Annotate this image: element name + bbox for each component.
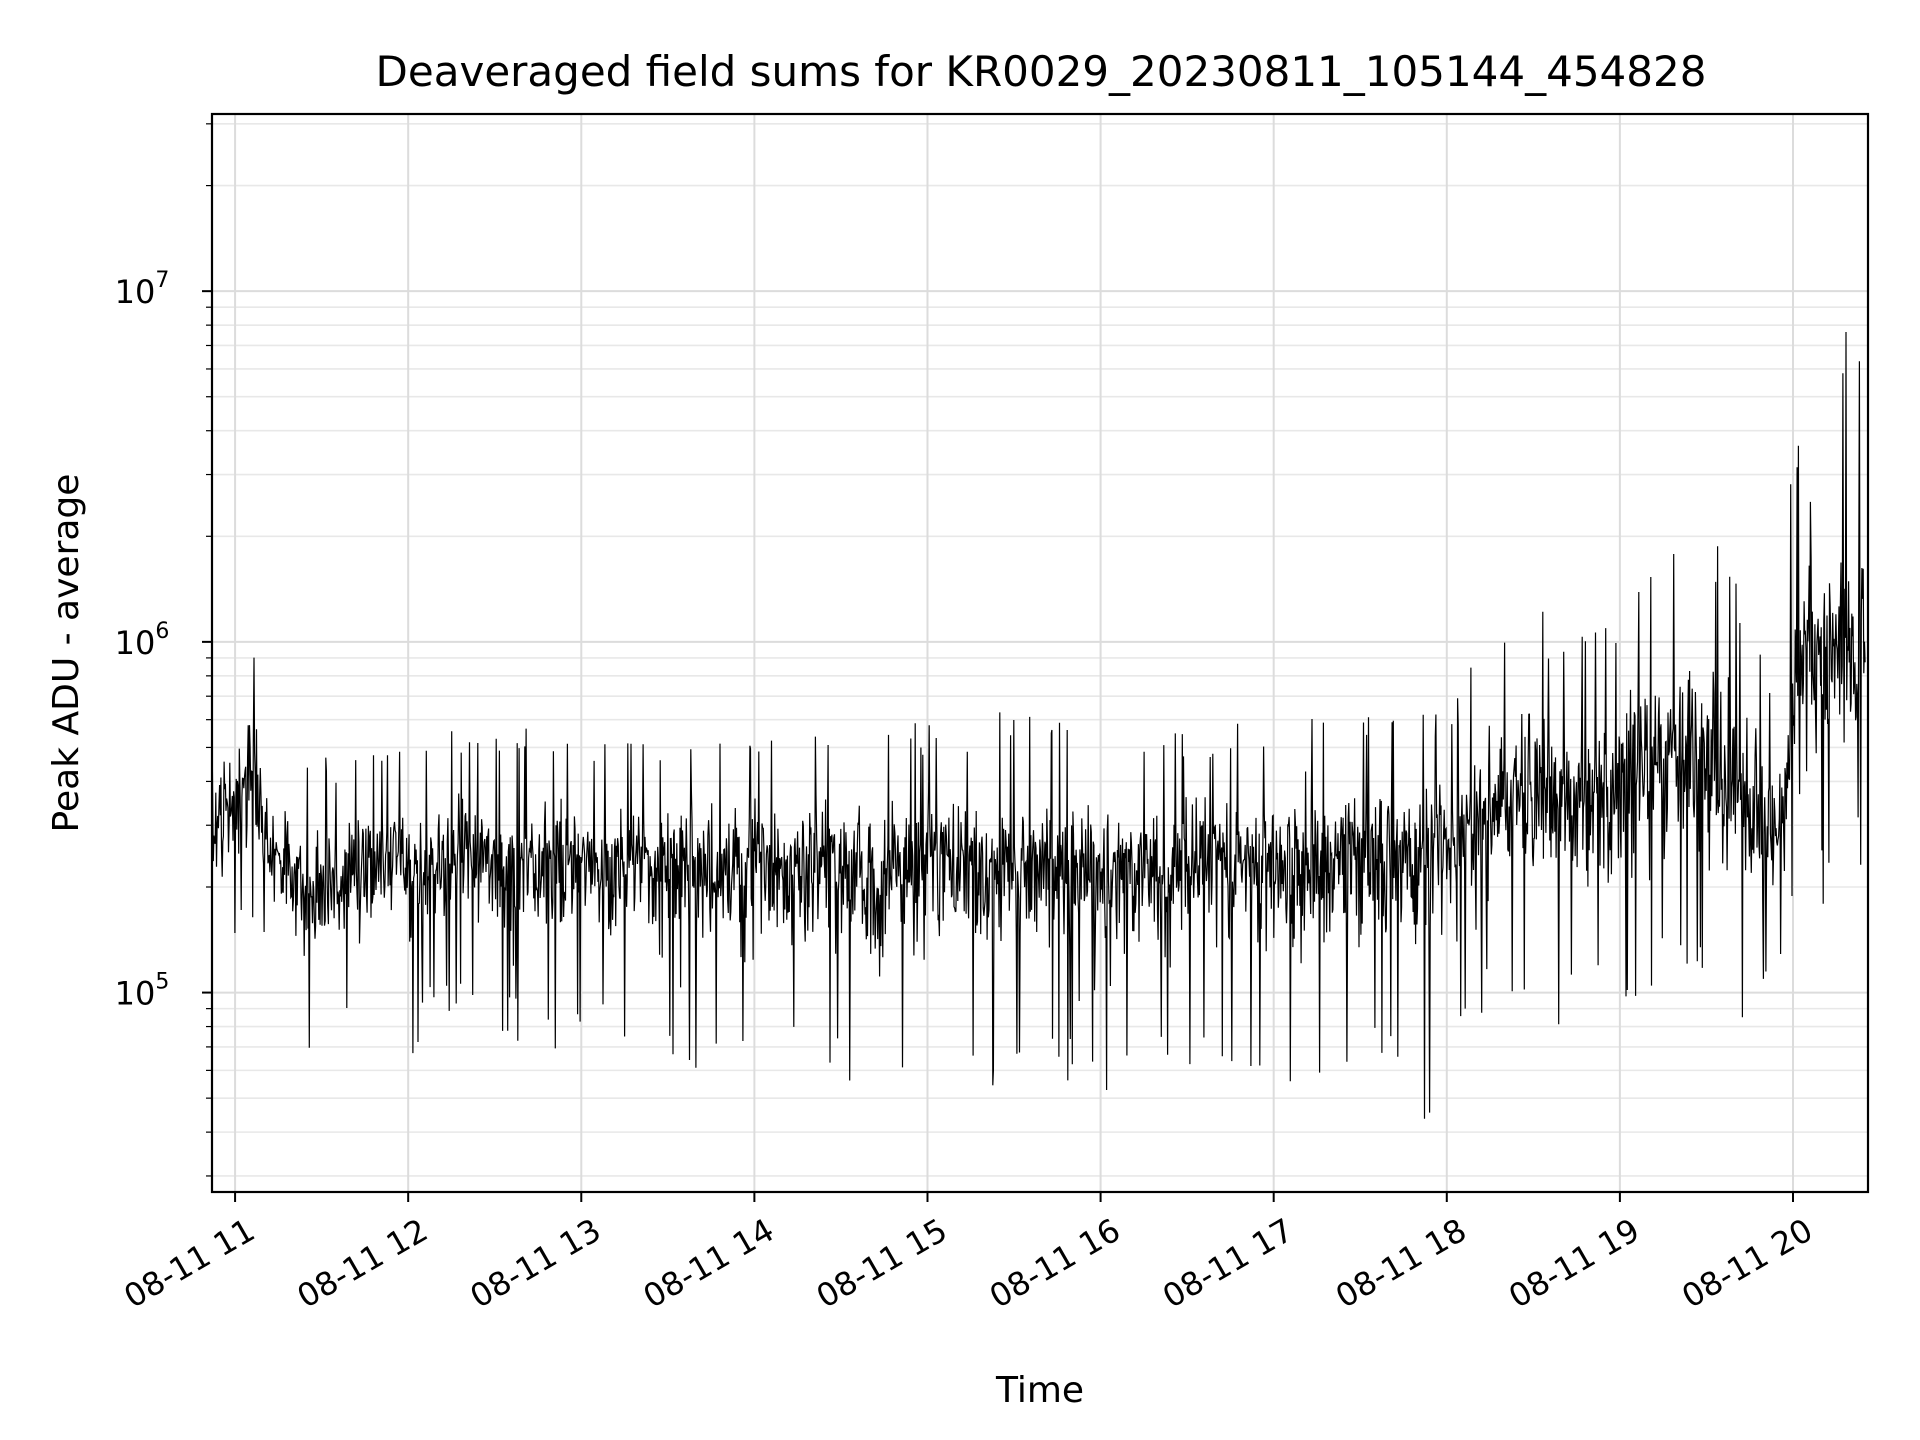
y-tick-label: 105: [115, 970, 170, 1013]
y-tick-label: 106: [115, 619, 170, 662]
plot-background: [212, 114, 1868, 1192]
y-axis: 105 106 107: [115, 123, 212, 1177]
y-axis-label: Peak ADU - average: [46, 474, 87, 833]
series-trace: [211, 331, 1866, 1119]
chart-title: Deaveraged field sums for KR0029_2023081…: [376, 47, 1707, 96]
plot-area: [210, 112, 1870, 1194]
grid: [212, 114, 1868, 1192]
y-tick-label: 107: [115, 268, 170, 311]
plot-frame: [210, 112, 1870, 1194]
series-line: [211, 331, 1866, 1119]
x-axis-label: Time: [995, 1370, 1084, 1411]
